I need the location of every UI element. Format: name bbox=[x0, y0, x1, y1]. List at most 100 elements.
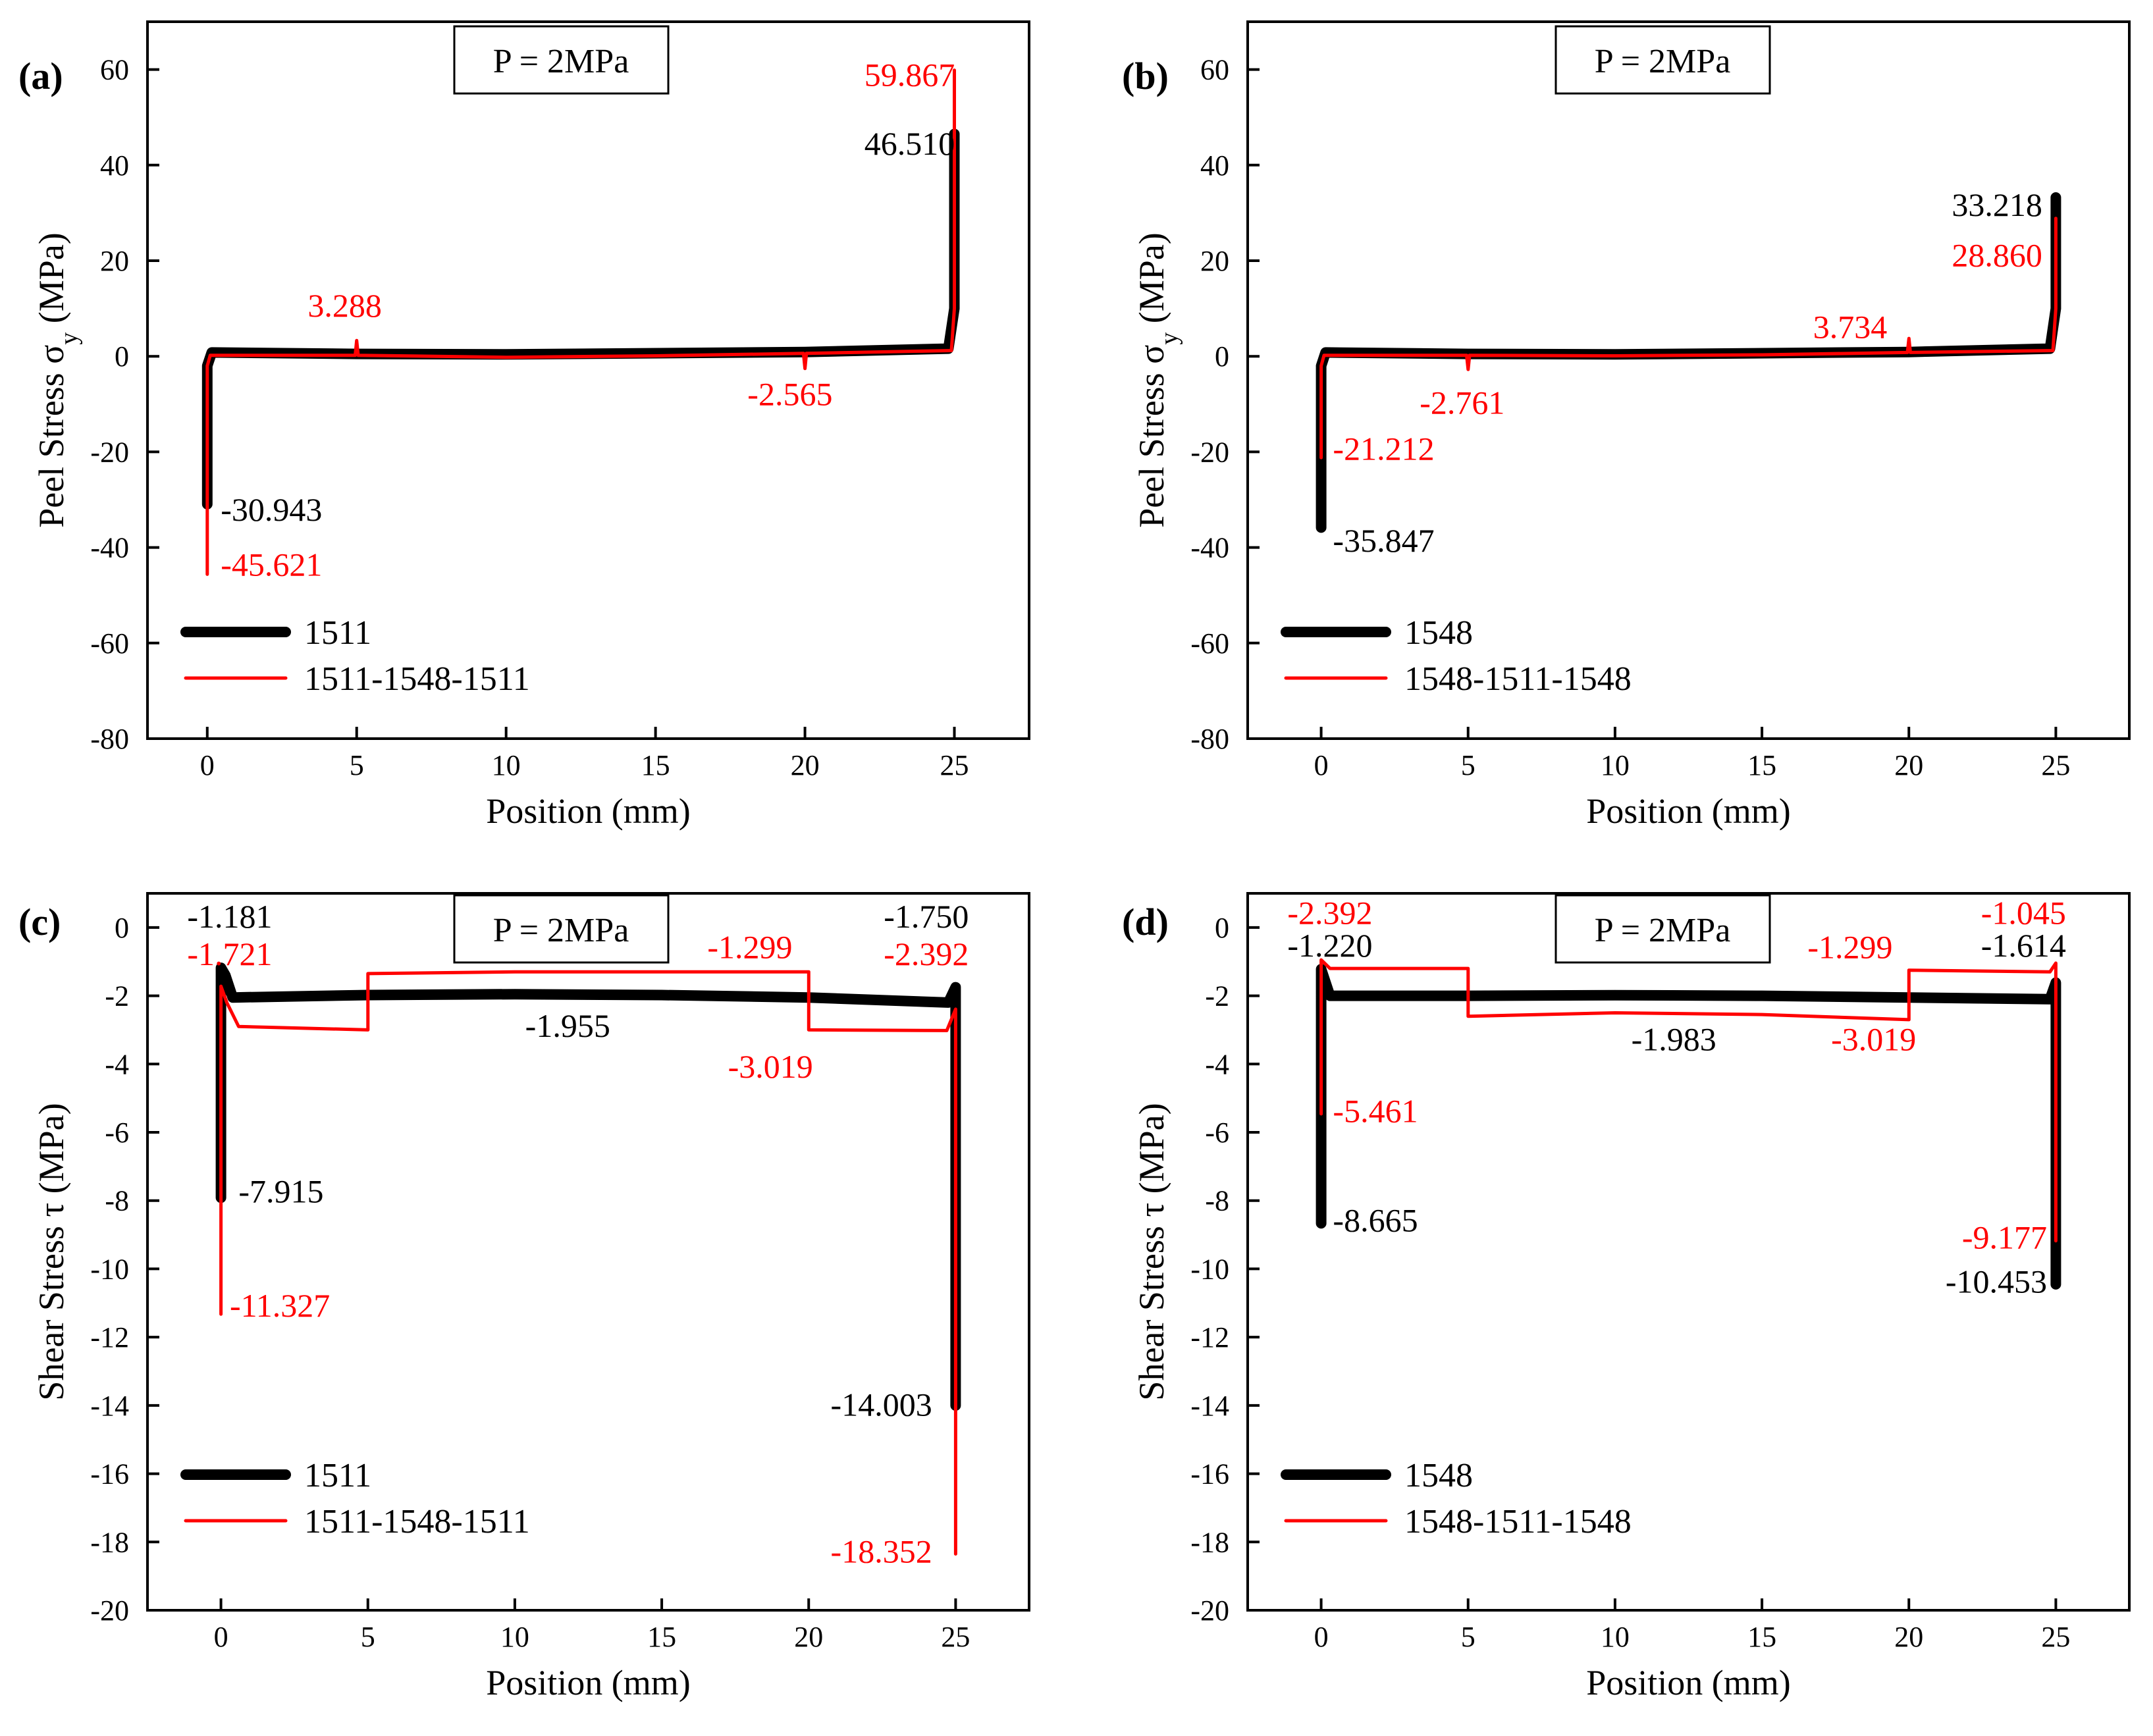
series-line-2 bbox=[1319, 958, 2058, 1243]
y-tick-label: -14 bbox=[90, 1390, 129, 1422]
x-tick-label: 20 bbox=[794, 1621, 823, 1653]
legend-label-2: 1511-1548-1511 bbox=[304, 660, 530, 698]
data-label: 46.510 bbox=[864, 125, 955, 162]
condition-box bbox=[453, 25, 670, 95]
condition-label: P = 2MPa bbox=[493, 912, 629, 949]
x-tick-label: 0 bbox=[200, 749, 215, 781]
condition-box bbox=[453, 894, 670, 964]
y-tick-label: -60 bbox=[1190, 627, 1229, 660]
x-tick-label: 5 bbox=[1461, 749, 1475, 781]
data-label: 3.734 bbox=[1813, 309, 1888, 346]
y-axis-label-unit: (MPa) bbox=[1132, 1103, 1171, 1202]
y-axis-label-unit: (MPa) bbox=[32, 232, 71, 332]
data-label: 33.218 bbox=[1952, 186, 2042, 223]
data-label: -2.392 bbox=[884, 935, 969, 972]
x-tick-label: 25 bbox=[2041, 1621, 2070, 1653]
condition-box bbox=[1555, 25, 1771, 95]
y-tick-label: -20 bbox=[90, 1594, 129, 1627]
x-tick-label: 20 bbox=[1894, 1621, 1923, 1653]
y-tick-label: 60 bbox=[1200, 54, 1229, 86]
y-tick-label: -12 bbox=[90, 1321, 129, 1354]
series-line-2 bbox=[1319, 217, 2058, 460]
y-tick-label: 0 bbox=[115, 912, 129, 944]
data-label: 28.860 bbox=[1952, 237, 2042, 274]
x-tick-label: 25 bbox=[941, 1621, 970, 1653]
series-line-2 bbox=[205, 68, 956, 576]
y-axis-label: Shear Stress τ (MPa) bbox=[32, 1103, 71, 1400]
data-label: -1.181 bbox=[187, 898, 272, 935]
x-tick-label: 20 bbox=[791, 749, 820, 781]
legend-label-2: 1511-1548-1511 bbox=[304, 1503, 530, 1540]
condition-label: P = 2MPa bbox=[1595, 912, 1731, 949]
y-tick-label: -8 bbox=[105, 1185, 129, 1217]
data-label: -30.943 bbox=[221, 491, 322, 528]
data-label: -7.915 bbox=[238, 1172, 323, 1209]
y-tick-label: -20 bbox=[1190, 436, 1229, 468]
data-label: -2.565 bbox=[747, 375, 832, 412]
series-line-2 bbox=[219, 970, 957, 1556]
y-axis-label-text: Shear Stress bbox=[32, 1217, 71, 1401]
data-label: -1.721 bbox=[187, 935, 272, 972]
data-label: -1.750 bbox=[884, 898, 969, 935]
y-tick-label: -10 bbox=[90, 1253, 129, 1285]
y-tick-label: -18 bbox=[1190, 1526, 1229, 1558]
y-tick-label: -8 bbox=[1205, 1185, 1229, 1217]
y-axis-label: Peel Stress σy (MPa) bbox=[32, 232, 83, 528]
data-label: -3.019 bbox=[728, 1048, 813, 1085]
y-tick-label: -40 bbox=[1190, 532, 1229, 564]
x-tick-label: 5 bbox=[350, 749, 364, 781]
data-label: -1.299 bbox=[707, 929, 792, 966]
data-label: -8.665 bbox=[1333, 1201, 1418, 1238]
data-label: 3.288 bbox=[307, 287, 382, 324]
x-tick-label: 15 bbox=[647, 1621, 676, 1653]
x-tick-label: 25 bbox=[940, 749, 969, 781]
y-axis-label-subscript: y bbox=[55, 332, 83, 345]
y-tick-label: 40 bbox=[100, 149, 129, 182]
data-label: -1.955 bbox=[525, 1007, 610, 1044]
panel-label: (a) bbox=[18, 55, 63, 97]
y-tick-label: -14 bbox=[1190, 1390, 1229, 1422]
data-label: -18.352 bbox=[831, 1533, 932, 1569]
y-tick-label: -10 bbox=[1190, 1253, 1229, 1285]
legend-label-1: 1548 bbox=[1404, 1457, 1473, 1494]
y-tick-label: -12 bbox=[1190, 1321, 1229, 1354]
chart-panel-4: 0 5 10 15 20 25 0 -2 -4 -6 -8 -10 -12 -14 -16 -18 -20 Pos… bbox=[1122, 892, 2131, 1702]
x-axis-label: Position (mm) bbox=[486, 1663, 691, 1702]
y-tick-label: -80 bbox=[90, 723, 129, 755]
y-axis-label-symbol: τ bbox=[1132, 1203, 1171, 1217]
legend-label-2: 1548-1511-1548 bbox=[1404, 1503, 1632, 1540]
y-tick-label: -2 bbox=[105, 980, 129, 1013]
x-tick-label: 0 bbox=[1314, 1621, 1329, 1653]
y-axis-label-symbol: τ bbox=[32, 1203, 71, 1217]
x-tick-label: 0 bbox=[1314, 749, 1329, 781]
chart-panel-3: 0 5 10 15 20 25 0 -2 -4 -6 -8 -10 -12 -14 -16 -18 -20 Pos… bbox=[18, 892, 1030, 1702]
data-label: -1.614 bbox=[1981, 927, 2066, 964]
y-tick-label: 20 bbox=[1200, 245, 1229, 277]
y-tick-label: -2 bbox=[1205, 980, 1229, 1013]
y-tick-label: -80 bbox=[1190, 723, 1229, 755]
plot-frame bbox=[146, 20, 1030, 740]
panel-label: (d) bbox=[1122, 901, 1169, 943]
x-tick-label: 15 bbox=[1747, 1621, 1776, 1653]
x-tick-label: 20 bbox=[1894, 749, 1923, 781]
data-label: -1.045 bbox=[1981, 895, 2066, 932]
y-axis-label: Peel Stress σy (MPa) bbox=[1132, 232, 1183, 528]
y-tick-label: -4 bbox=[105, 1048, 129, 1080]
data-label: -9.177 bbox=[1962, 1219, 2047, 1255]
data-label: -14.003 bbox=[831, 1386, 932, 1423]
y-tick-label: -40 bbox=[90, 532, 129, 564]
y-axis-label-symbol: σ bbox=[1132, 345, 1171, 364]
data-label: -21.212 bbox=[1333, 431, 1434, 467]
x-axis-label: Position (mm) bbox=[486, 791, 691, 831]
legend-label-1: 1548 bbox=[1404, 614, 1473, 652]
x-tick-label: 25 bbox=[2041, 749, 2070, 781]
series-line-1 bbox=[215, 962, 961, 1411]
y-tick-label: 0 bbox=[115, 340, 129, 373]
data-label: -2.761 bbox=[1420, 384, 1504, 421]
x-axis-label: Position (mm) bbox=[1586, 791, 1791, 831]
legend-label-1: 1511 bbox=[304, 1457, 371, 1494]
y-tick-label: -20 bbox=[90, 436, 129, 468]
data-label: -35.847 bbox=[1333, 522, 1434, 559]
